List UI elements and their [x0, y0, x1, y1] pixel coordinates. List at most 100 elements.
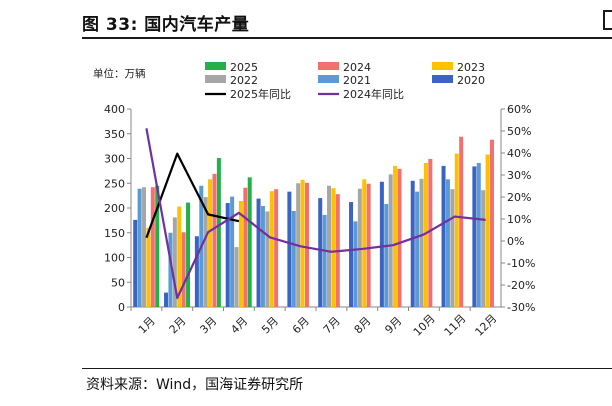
- y2-tick-label: -30%: [507, 301, 535, 314]
- y2-tick-label: -20%: [507, 279, 535, 292]
- x-tick-label: 2月: [167, 314, 189, 336]
- bar-2021-9: [384, 204, 389, 307]
- x-tick-label: 3月: [197, 314, 219, 336]
- bar-2021-1: [137, 188, 142, 307]
- bar-2021-10: [415, 191, 420, 307]
- y2-tick-label: 30%: [507, 169, 531, 182]
- y2-tick-label: 40%: [507, 147, 531, 160]
- bar-2024-10: [428, 158, 433, 307]
- x-tick-label: 4月: [228, 314, 250, 336]
- bar-2021-8: [353, 221, 358, 307]
- bar-2020-12: [472, 166, 477, 307]
- x-tick-label: 8月: [352, 314, 374, 336]
- bar-2024-5: [274, 189, 279, 307]
- bar-2022-12: [481, 190, 486, 307]
- bar-2022-3: [203, 197, 208, 307]
- bar-2023-10: [423, 162, 428, 307]
- bar-2022-1: [142, 187, 147, 307]
- legend-label-2022: 2022: [230, 74, 258, 87]
- bar-2024-4: [243, 187, 248, 307]
- legend-label-2025: 2025: [230, 61, 258, 74]
- bar-2025-3: [216, 158, 221, 307]
- bar-2024-12: [489, 139, 494, 307]
- legend-label-2021: 2021: [343, 74, 371, 87]
- bar-2022-5: [265, 211, 270, 307]
- line-2025年同比: [145, 152, 240, 239]
- y2-tick-label: -10%: [507, 257, 535, 270]
- title-divider: [82, 37, 612, 39]
- legend-label-2023: 2023: [457, 61, 485, 74]
- bar-2020-7: [318, 198, 323, 307]
- unit-label: 单位：万辆: [93, 68, 146, 80]
- y-tick-label: 350: [104, 128, 125, 141]
- legend-swatch-2021: [318, 75, 339, 83]
- y-tick-label: 400: [104, 103, 125, 116]
- bar-2023-2: [177, 206, 182, 307]
- production-chart: 0 50 100 150 200 250 300 350 400 -30% -20% -10% 0% 10…: [104, 61, 535, 339]
- x-tick-label: 7月: [321, 314, 343, 336]
- figure-title: 图 33: 国内汽车产量: [82, 15, 250, 35]
- bar-2023-4: [238, 201, 243, 307]
- legend-swatch-2022: [205, 75, 226, 83]
- bar-2020-10: [410, 180, 415, 307]
- bar-2020-1: [133, 219, 138, 307]
- line-2024年同比: [145, 128, 486, 300]
- bar-2023-9: [393, 165, 398, 307]
- bar-2020-8: [349, 202, 354, 307]
- bar-2024-9: [397, 168, 402, 307]
- y-tick-label: 300: [104, 153, 125, 166]
- y2-tick-label: 50%: [507, 125, 531, 138]
- bar-2023-1: [146, 227, 151, 307]
- x-tick-label: 6月: [290, 314, 312, 336]
- x-tick-label: 9月: [382, 314, 404, 336]
- legend-swatch-2020: [432, 75, 453, 83]
- legend-label-2025年同比: 2025年同比: [230, 87, 291, 101]
- bar-2021-2: [168, 232, 173, 307]
- x-tick-label: 5月: [259, 314, 281, 336]
- adjacent-panel-edge: [603, 10, 612, 30]
- bar-2022-11: [450, 189, 455, 307]
- bar-2023-5: [269, 191, 274, 307]
- bar-2025-4: [247, 177, 252, 307]
- legend-swatch-2024: [318, 62, 339, 70]
- bar-2024-11: [459, 136, 464, 307]
- x-tick-label: 1月: [136, 314, 158, 336]
- x-tick-label: 10月: [411, 312, 438, 339]
- legend-label-2024: 2024: [343, 61, 371, 74]
- bar-2022-7: [327, 185, 332, 307]
- bar-2025-1: [155, 185, 160, 307]
- x-tick-label: 12月: [473, 312, 500, 339]
- bar-2020-4: [225, 203, 230, 307]
- bar-2021-5: [260, 206, 265, 307]
- footer-divider: [82, 368, 612, 369]
- y2-tick-label: 60%: [507, 103, 531, 116]
- bar-2023-6: [300, 179, 305, 307]
- bar-2020-2: [164, 292, 169, 307]
- legend-label-2020: 2020: [457, 74, 485, 87]
- legend-swatch-2025: [205, 62, 226, 70]
- legend-swatch-2023: [432, 62, 453, 70]
- bar-2023-8: [362, 179, 367, 307]
- bar-2024-6: [304, 182, 309, 307]
- y-tick-label: 50: [111, 276, 125, 289]
- bar-2023-7: [331, 188, 336, 307]
- legend-label-2024年同比: 2024年同比: [343, 87, 404, 101]
- bar-2023-3: [208, 179, 213, 307]
- bar-2020-3: [194, 236, 199, 307]
- bar-2024-1: [150, 187, 155, 307]
- bar-2021-7: [322, 214, 327, 307]
- y-tick-label: 150: [104, 227, 125, 240]
- bar-2022-8: [357, 188, 362, 307]
- bar-2022-4: [234, 247, 239, 307]
- bar-2020-6: [287, 191, 292, 307]
- x-tick-label: 11月: [442, 312, 469, 339]
- bar-2023-12: [485, 154, 490, 307]
- bar-2021-4: [230, 196, 235, 307]
- bar-2021-11: [445, 179, 450, 307]
- bar-2024-2: [181, 232, 186, 307]
- bar-2020-5: [256, 198, 261, 307]
- y-tick-label: 100: [104, 252, 125, 265]
- y2-tick-label: 20%: [507, 191, 531, 204]
- bar-2024-8: [366, 183, 371, 307]
- bar-2022-9: [388, 174, 393, 307]
